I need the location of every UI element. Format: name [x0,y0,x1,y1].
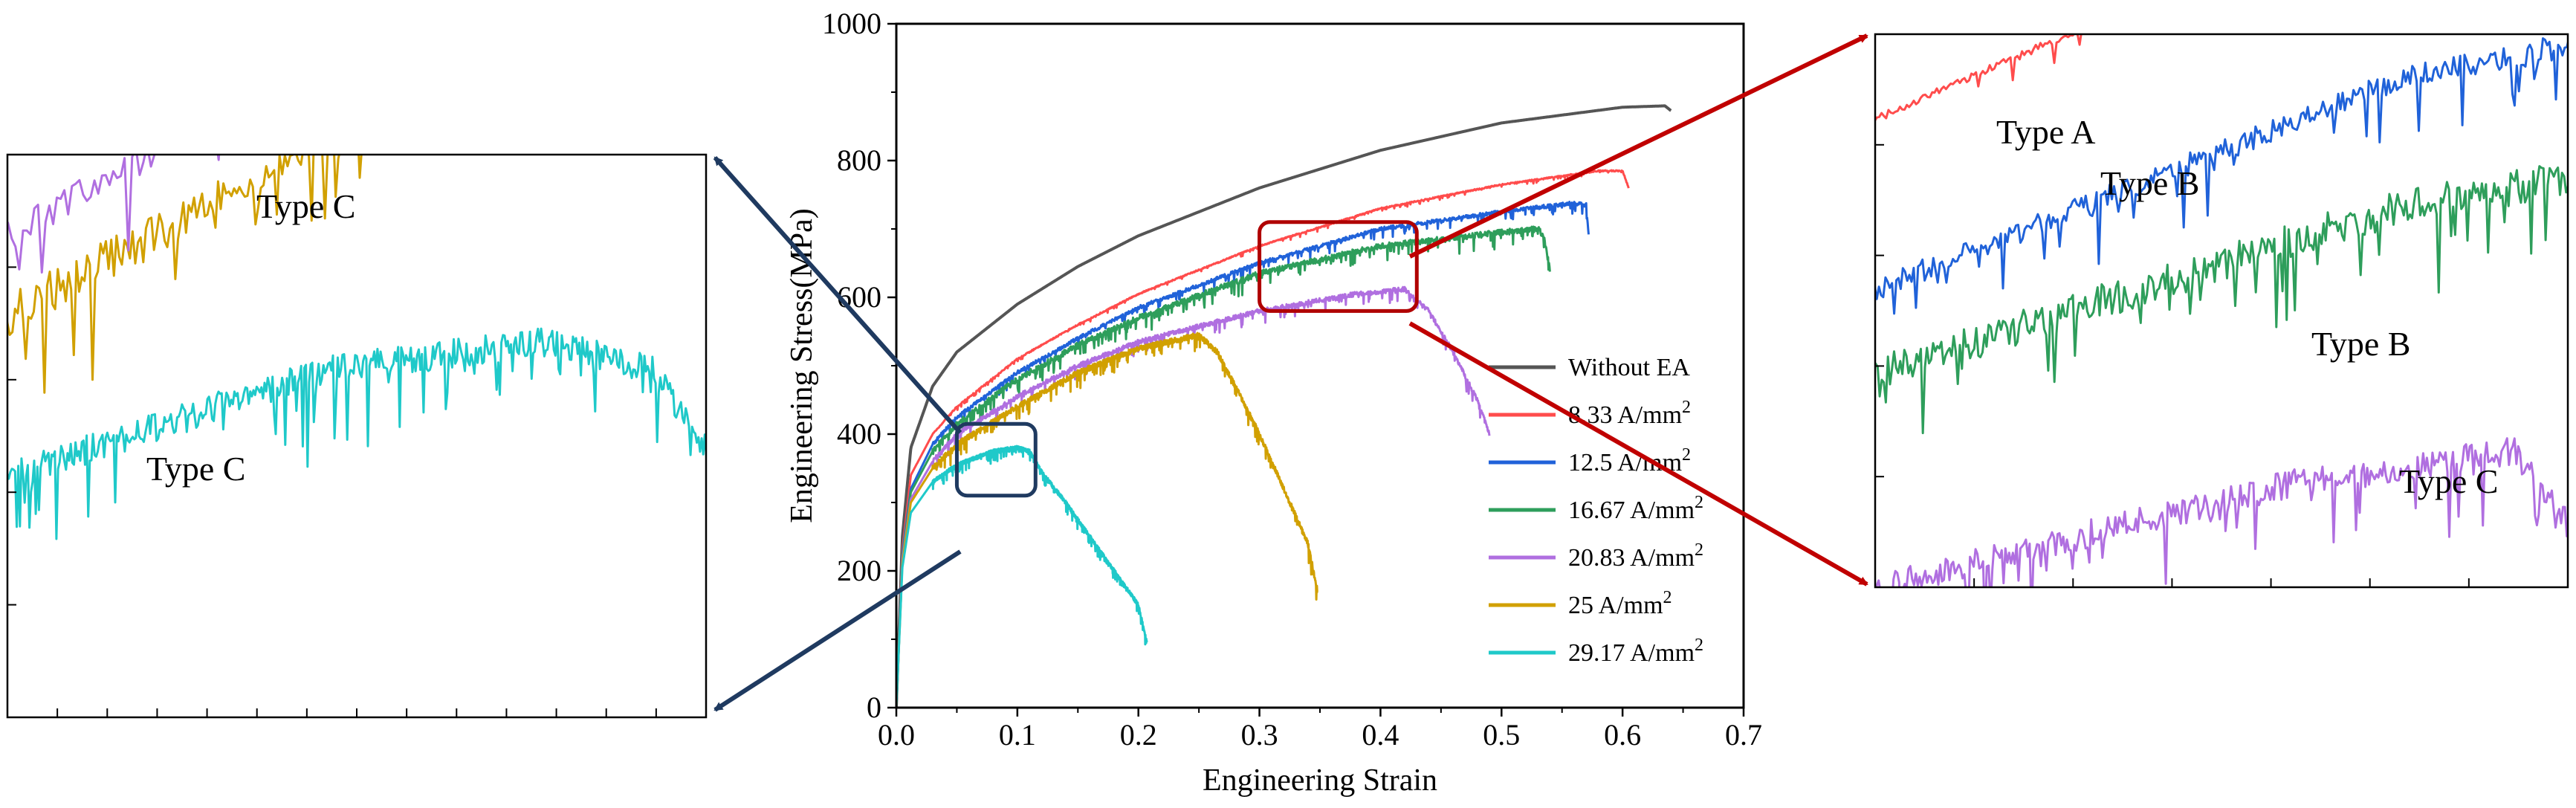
legend-label-6: 29.17 A/mm2 [1568,636,1703,667]
main-x-axis-title: Engineering Strain [1203,763,1437,798]
zoom-panel-left: Type C Type C [6,153,708,719]
arrow-left-upper [713,156,962,434]
main-x-tick-label-5: 0.5 [1483,718,1520,752]
main-y-tick-label-1: 200 [837,554,881,587]
main-x-tick-label-1: 0.1 [999,718,1036,752]
main-x-tick-label-0: 0.0 [878,718,915,752]
legend-label-4: 20.83 A/mm2 [1568,540,1703,572]
main-y-axis-title: Engineering Stress(MPa) [785,208,819,523]
zoom-left-ticks [7,266,657,717]
main-series-group [896,104,1672,708]
main-y-ticks: 0 200 400 600 800 1000 [822,7,896,724]
main-x-tick-label-6: 0.6 [1604,718,1641,752]
zoom-right-annotation-type-b-upper: Type B [2100,164,2200,202]
zoom-right-annotation-type-c: Type C [2399,462,2499,500]
zoom-right-ticks [1875,143,2470,587]
main-x-tick-label-7: 0.7 [1725,718,1762,752]
main-y-tick-label-3: 600 [837,280,881,314]
zoom-box-left [954,421,1038,498]
right-line-1 [1875,37,2568,315]
left-line-1 [7,327,706,540]
main-x-ticks: 0.0 0.1 0.2 0.3 0.4 0.5 0.6 0.7 [878,708,1762,752]
right-line-0 [1875,34,2083,122]
arrow-right-lower [1408,321,1868,586]
main-series-line-2 [896,201,1590,708]
zoom-left-frame [6,153,708,719]
main-y-tick-label-2: 400 [837,417,881,450]
main-x-tick-label-3: 0.3 [1241,718,1278,752]
main-series-line-0 [896,104,1672,708]
main-chart: 0.0 0.1 0.2 0.3 0.4 0.5 0.6 0.7 0 200 400 600 800 10… [785,7,1762,798]
main-series-line-6 [896,445,1148,708]
zoom-left-annotation-type-c-lower: Type C [146,450,246,488]
main-series-line-5 [896,332,1318,708]
main-y-tick-label-5: 1000 [822,7,881,40]
zoom-right-annotation-type-b-lower: Type B [2311,325,2411,363]
zoom-panel-right: Type A Type B Type B Type C [1874,33,2569,589]
left-line-2 [7,155,221,274]
connector-arrows [713,33,1868,712]
main-series-line-3 [896,225,1551,708]
main-x-tick-label-2: 0.2 [1120,718,1157,752]
arrow-right-upper [1408,33,1868,259]
left-line-0 [7,155,363,394]
main-y-tick-label-0: 0 [867,691,881,724]
zoom-left-series-group [7,155,706,540]
right-line-3 [1875,437,2568,587]
legend-label-3: 16.67 A/mm2 [1568,493,1703,524]
legend-label-0: Without EA [1568,354,1690,381]
main-y-tick-label-4: 800 [837,143,881,177]
zoom-right-series-group [1875,34,2568,587]
zoom-right-annotation-type-a: Type A [1996,113,2096,151]
zoom-left-annotation-type-c-upper: Type C [256,187,356,225]
right-line-2 [1875,165,2568,435]
main-x-tick-label-4: 0.4 [1362,718,1399,752]
main-series-line-4 [896,285,1491,708]
legend-label-5: 25 A/mm2 [1568,588,1672,619]
arrow-left-lower [713,549,962,712]
zoom-right-frame [1874,33,2569,589]
main-series-line-1 [896,169,1630,708]
zoom-box-right [1258,220,1419,313]
